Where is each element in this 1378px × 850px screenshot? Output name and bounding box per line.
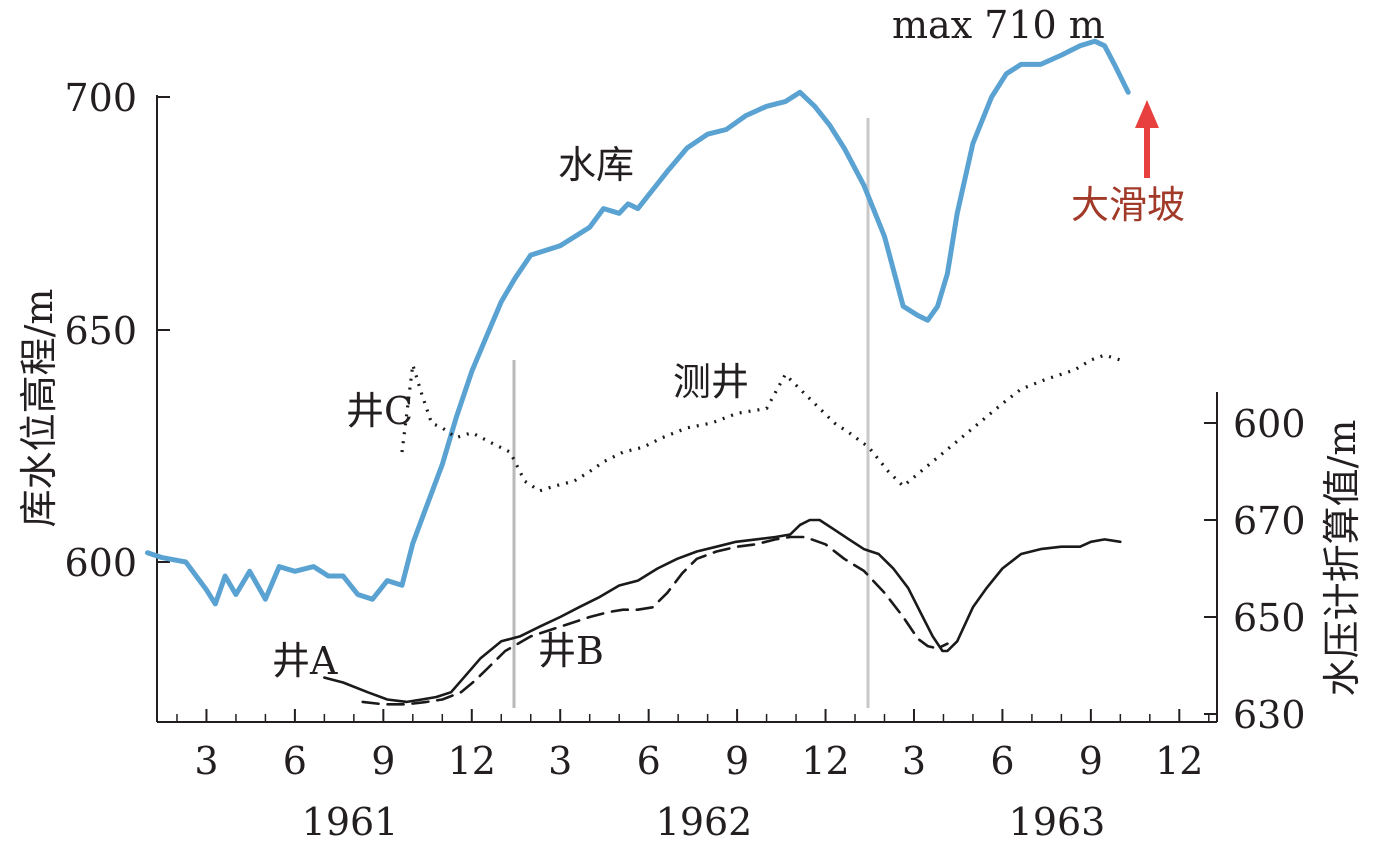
x-tick-label: 3 bbox=[194, 739, 218, 783]
left-y-tick-label: 700 bbox=[64, 76, 137, 120]
reservoir-level-line bbox=[145, 38, 1131, 607]
x-tick-label: 3 bbox=[548, 739, 572, 783]
x-tick-label: 9 bbox=[725, 739, 749, 783]
year-label-1962: 1962 bbox=[656, 800, 753, 844]
x-tick-label: 3 bbox=[902, 739, 926, 783]
left-y-axis: 700 650 600 bbox=[64, 76, 170, 585]
x-axis-ticks: 3 6 9 12 3 6 9 12 3 6 9 12 bbox=[176, 709, 1210, 783]
reservoir-label: 水库 bbox=[558, 143, 634, 187]
well-c-line bbox=[400, 353, 1121, 493]
well-c-label: 井C bbox=[346, 389, 413, 433]
year-label-1961: 1961 bbox=[302, 800, 399, 844]
right-y-axis-title: 水压计折算值/m bbox=[1320, 420, 1364, 697]
landslide-arrow-head bbox=[1135, 100, 1159, 128]
landslide-label: 大滑坡 bbox=[1071, 183, 1185, 227]
axes bbox=[156, 95, 1218, 723]
annotations: 水库 井C 井A 井B 测井 max 710 m 大滑坡 bbox=[272, 3, 1185, 683]
marker-lines bbox=[512, 118, 870, 708]
x-tick-label: 12 bbox=[1155, 739, 1203, 783]
year-label-1963: 1963 bbox=[1009, 800, 1106, 844]
series-layer bbox=[145, 38, 1131, 706]
left-y-tick-label: 650 bbox=[64, 309, 137, 353]
left-y-axis-title: 库水位高程/m bbox=[17, 289, 61, 528]
year-labels: 1961 1962 1963 bbox=[302, 800, 1106, 844]
x-tick-label: 9 bbox=[1079, 739, 1103, 783]
well-b-line bbox=[361, 535, 949, 706]
well-b-label: 井B bbox=[538, 629, 604, 673]
right-y-tick-label: 670 bbox=[1233, 499, 1306, 543]
x-tick-label: 12 bbox=[448, 739, 496, 783]
right-y-tick-label: 630 bbox=[1233, 693, 1306, 737]
right-y-tick-label: 600 bbox=[1233, 402, 1306, 446]
x-tick-label: 6 bbox=[637, 739, 661, 783]
landslide-arrow bbox=[1135, 100, 1159, 178]
well-a-label: 井A bbox=[272, 639, 338, 683]
x-tick-label: 6 bbox=[990, 739, 1014, 783]
right-y-axis: 600 670 650 630 bbox=[1204, 402, 1306, 737]
well-a-line bbox=[323, 518, 1122, 704]
x-tick-label: 9 bbox=[371, 739, 395, 783]
x-tick-label: 12 bbox=[801, 739, 849, 783]
observation-well-label: 测井 bbox=[673, 360, 749, 404]
right-y-tick-label: 650 bbox=[1233, 596, 1306, 640]
left-y-tick-label: 600 bbox=[64, 541, 137, 585]
x-tick-label: 6 bbox=[283, 739, 307, 783]
max-level-label: max 710 m bbox=[892, 3, 1105, 47]
